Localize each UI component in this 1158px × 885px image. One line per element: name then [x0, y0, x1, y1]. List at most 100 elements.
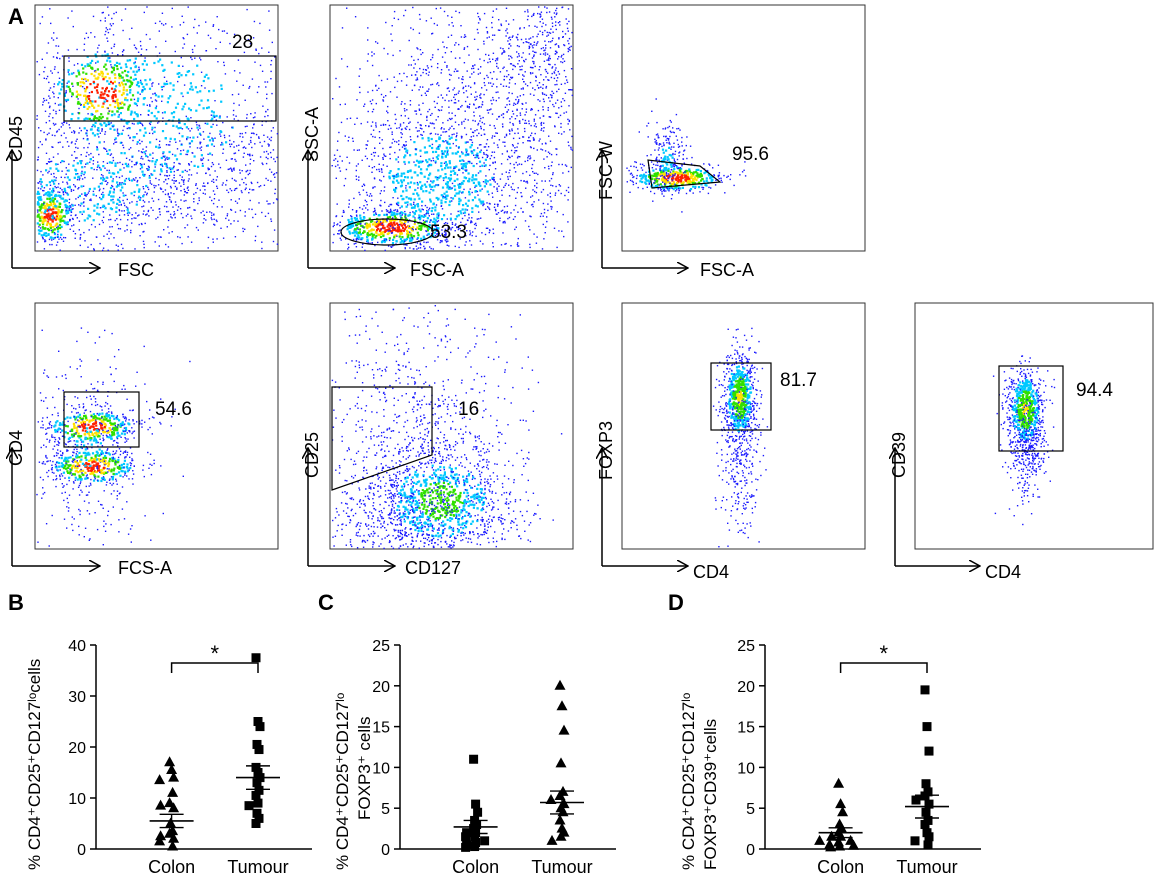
event-dot — [458, 43, 460, 46]
event-dot — [531, 57, 534, 59]
event-dot — [117, 105, 120, 108]
event-dot — [65, 100, 68, 103]
event-dot — [59, 214, 62, 217]
event-dot — [43, 131, 45, 134]
event-dot — [55, 179, 57, 182]
event-dot — [536, 42, 538, 45]
event-dot — [436, 102, 438, 105]
event-dot — [463, 231, 465, 233]
event-dot — [140, 197, 142, 199]
event-dot — [270, 130, 273, 132]
event-dot — [550, 208, 553, 210]
event-dot — [533, 54, 535, 56]
event-dot — [436, 178, 439, 181]
event-dot — [504, 141, 506, 143]
event-dot — [522, 136, 524, 138]
event-dot — [508, 156, 511, 158]
event-dot — [407, 214, 410, 217]
event-dot — [501, 53, 503, 55]
event-dot — [188, 107, 191, 110]
event-dot — [570, 68, 573, 70]
panel-letter-d: D — [668, 590, 684, 615]
event-dot — [465, 148, 468, 151]
event-dot — [530, 73, 532, 75]
event-dot — [505, 85, 508, 87]
event-dot — [419, 216, 422, 219]
event-dot — [365, 191, 368, 194]
event-dot — [139, 79, 142, 82]
event-dot — [476, 28, 479, 31]
event-dot — [93, 187, 96, 190]
event-dot — [261, 211, 263, 214]
event-dot — [524, 220, 527, 222]
event-dot — [77, 147, 79, 149]
event-dot — [508, 103, 511, 106]
event-dot — [382, 99, 384, 101]
event-dot — [498, 139, 501, 141]
event-dot — [250, 141, 252, 144]
event-dot — [456, 226, 458, 228]
event-dot — [122, 91, 125, 94]
event-dot — [558, 73, 561, 75]
event-dot — [131, 166, 133, 168]
event-dot — [181, 135, 184, 138]
event-dot — [51, 190, 54, 193]
event-dot — [124, 183, 126, 185]
event-dot — [250, 181, 252, 184]
event-dot — [373, 207, 376, 210]
event-dot — [203, 218, 205, 220]
event-dot — [44, 239, 46, 241]
event-dot — [338, 131, 340, 134]
event-dot — [180, 199, 182, 201]
event-dot — [262, 105, 264, 107]
event-dot — [562, 36, 564, 38]
event-dot — [491, 192, 493, 194]
event-dot — [61, 209, 64, 212]
event-dot — [448, 112, 450, 114]
event-dot — [93, 116, 96, 119]
event-dot — [74, 131, 76, 133]
event-dot — [567, 118, 569, 121]
event-dot — [532, 36, 534, 38]
event-dot — [131, 214, 133, 216]
event-dot — [211, 138, 214, 141]
event-dot — [440, 199, 443, 202]
event-dot — [49, 197, 52, 200]
event-dot — [446, 186, 449, 189]
event-dot — [56, 213, 59, 216]
event-dot — [555, 102, 557, 104]
event-dot — [551, 161, 553, 163]
event-dot — [570, 166, 572, 169]
event-dot — [81, 166, 84, 169]
event-dot — [74, 233, 77, 235]
event-dot — [534, 179, 536, 181]
event-dot — [99, 122, 102, 125]
event-dot — [473, 154, 475, 156]
event-dot — [547, 165, 550, 168]
event-dot — [200, 85, 203, 87]
event-dot — [416, 203, 419, 206]
event-dot — [522, 211, 524, 213]
event-dot — [419, 247, 422, 249]
event-dot — [360, 122, 362, 125]
event-dot — [479, 165, 481, 168]
event-dot — [200, 134, 202, 136]
event-dot — [441, 240, 443, 242]
event-dot — [535, 76, 537, 78]
event-dot — [506, 158, 509, 161]
event-dot — [367, 223, 370, 226]
event-dot — [442, 196, 445, 199]
event-dot — [543, 79, 545, 81]
event-dot — [273, 229, 276, 231]
event-dot — [351, 137, 354, 140]
event-dot — [483, 40, 485, 43]
event-dot — [232, 114, 235, 116]
event-dot — [54, 236, 56, 239]
event-dot — [162, 117, 164, 119]
event-dot — [57, 169, 60, 172]
event-dot — [150, 111, 153, 115]
event-dot — [548, 41, 550, 43]
event-dot — [133, 62, 136, 65]
event-dot — [166, 166, 168, 169]
event-dot — [195, 109, 198, 112]
